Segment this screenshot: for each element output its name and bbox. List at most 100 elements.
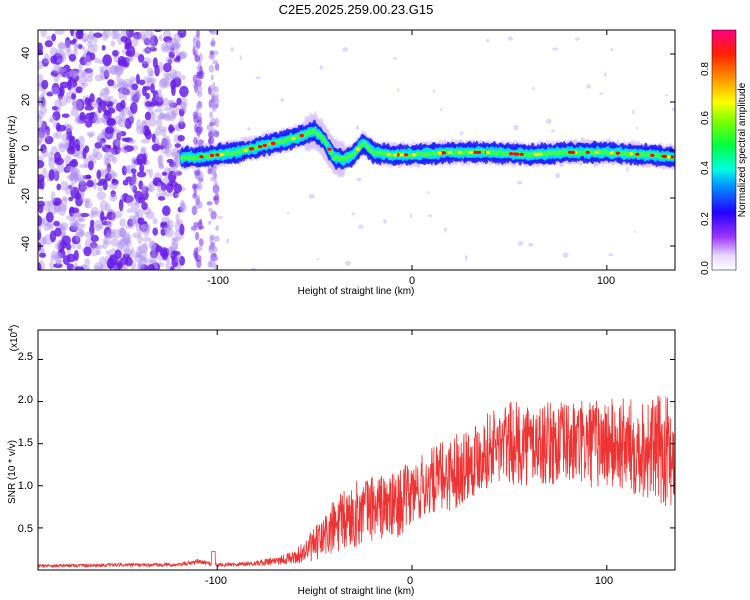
heatmap-noise-cell (111, 30, 118, 40)
heatmap-noise-cell (286, 212, 289, 215)
heatmap-noise-cell (104, 157, 111, 166)
heatmap-noise-cell (192, 183, 197, 190)
heatmap-noise-cell (40, 144, 47, 154)
heatmap-noise-cell (150, 32, 155, 42)
heatmap-noise-cell (79, 185, 90, 190)
snr-ytick-label-0.5: 0.5 (18, 523, 33, 535)
heatmap-noise-cell (153, 180, 164, 187)
heatmap-noise-cell (140, 126, 145, 135)
heatmap-noise-cell (103, 69, 110, 80)
heatmap-noise-cell (197, 112, 202, 117)
heatmap-noise-cell (158, 164, 165, 170)
heatmap-noise-cell (168, 102, 178, 108)
heatmap-noise-cell (116, 82, 126, 87)
heatmap-noise-cell (132, 31, 142, 40)
heatmap-noise-cell (444, 227, 447, 232)
heatmap-noise-cell (135, 248, 143, 258)
heatmap-ridge-max (291, 136, 296, 140)
heatmap-noise-cell (213, 50, 219, 56)
colorbar-tick-0.0: 0.0 (700, 261, 711, 275)
heatmap-noise-cell (196, 40, 201, 49)
heatmap-noise-cell (93, 110, 99, 121)
heatmap-noise-cell (48, 157, 55, 169)
heatmap-noise-cell (38, 130, 44, 143)
heatmap-noise-cell (179, 223, 185, 236)
heatmap-noise-cell (141, 138, 150, 144)
heatmap-ridge-max (199, 155, 204, 159)
heatmap-noise-cell (75, 228, 85, 239)
heatmap-noise-cell (196, 197, 200, 206)
snr-frame (37, 329, 676, 571)
heatmap-noise-cell (61, 113, 70, 118)
heatmap-ridge-max (411, 153, 417, 157)
heatmap-noise-cell (133, 209, 139, 214)
heatmap-noise-cell (171, 250, 181, 256)
heatmap-noise-cell (93, 265, 104, 270)
heatmap-noise-cell (154, 64, 160, 77)
heatmap-noise-cell (171, 84, 176, 97)
heatmap-noise-cell (153, 108, 164, 113)
heatmap-noise-cell (56, 68, 65, 78)
heatmap-noise-cell (174, 143, 181, 149)
heatmap-ridge-peak (352, 151, 357, 156)
colorbar-tick-0.8: 0.8 (700, 62, 711, 76)
heatmap-noise-cell (213, 235, 220, 242)
heatmap-noise-cell (162, 45, 171, 51)
heatmap-noise-cell (485, 39, 490, 42)
heatmap-noise-cell (156, 182, 162, 193)
heatmap-ridge-max (650, 153, 655, 157)
heatmap-noise-cell (60, 180, 69, 191)
heatmap-noise-cell (84, 258, 90, 267)
heatmap-noise-cell (128, 115, 134, 124)
heatmap-noise-cell (102, 30, 112, 39)
heatmap-noise-cell (124, 88, 134, 96)
heatmap-noise-cell (89, 241, 98, 249)
heatmap-noise-cell (197, 119, 203, 126)
heatmap-noise-cell (154, 93, 164, 103)
heatmap-noise-cell (77, 70, 82, 79)
heatmap-noise-cell (173, 157, 179, 168)
heatmap-noise-cell (159, 145, 165, 150)
heatmap-noise-cell (118, 89, 124, 100)
heatmap-noise-cell (86, 179, 94, 188)
heatmap-noise-cell (132, 232, 141, 239)
heatmap-noise-cell (122, 179, 129, 186)
heatmap-noise-cell (78, 228, 84, 237)
heatmap-noise-cell (85, 267, 91, 270)
heatmap-noise-cell (119, 218, 126, 228)
heatmap-noise-cell (69, 69, 77, 78)
heatmap-noise-cell (163, 36, 173, 43)
heatmap-ridge-max (262, 143, 267, 148)
heatmap-noise-cell (99, 138, 106, 144)
heatmap-noise-cell (173, 183, 182, 194)
heatmap-noise-cell (179, 256, 185, 266)
heatmap-noise-cell (156, 114, 166, 120)
heatmap-noise-cell (168, 99, 177, 108)
heatmap-noise-cell (66, 263, 75, 270)
heatmap-noise-cell (75, 86, 83, 94)
heatmap-noise-cell (61, 197, 68, 208)
heatmap-noise-cell (209, 234, 214, 244)
heatmap-noise-cell (99, 66, 104, 74)
heatmap-noise-cell (199, 201, 203, 209)
heatmap-noise-cell (77, 76, 87, 85)
heatmap-noise-cell (104, 173, 112, 182)
heatmap-noise-cell (74, 266, 85, 270)
heatmap-noise-cell (38, 215, 43, 227)
heatmap-noise-cell (87, 31, 95, 40)
heatmap-noise-cell (71, 98, 78, 109)
heatmap-noise-cell (142, 86, 147, 97)
heatmap-noise-cell (175, 169, 182, 177)
heatmap-noise-cell (517, 240, 524, 246)
heatmap-noise-cell (125, 110, 132, 115)
heatmap-noise-cell (136, 119, 142, 130)
heatmap-noise-cell (146, 36, 151, 48)
heatmap-noise-cell (173, 33, 182, 44)
heatmap-noise-cell (168, 126, 175, 132)
heatmap-noise-cell (426, 191, 430, 194)
heatmap-noise-cell (58, 94, 68, 107)
heatmap-noise-cell (51, 33, 56, 42)
heatmap-noise-cell (117, 130, 123, 139)
heatmap-noise-cell (142, 61, 149, 69)
heatmap-xlabel: Height of straight line (km) (298, 286, 415, 297)
